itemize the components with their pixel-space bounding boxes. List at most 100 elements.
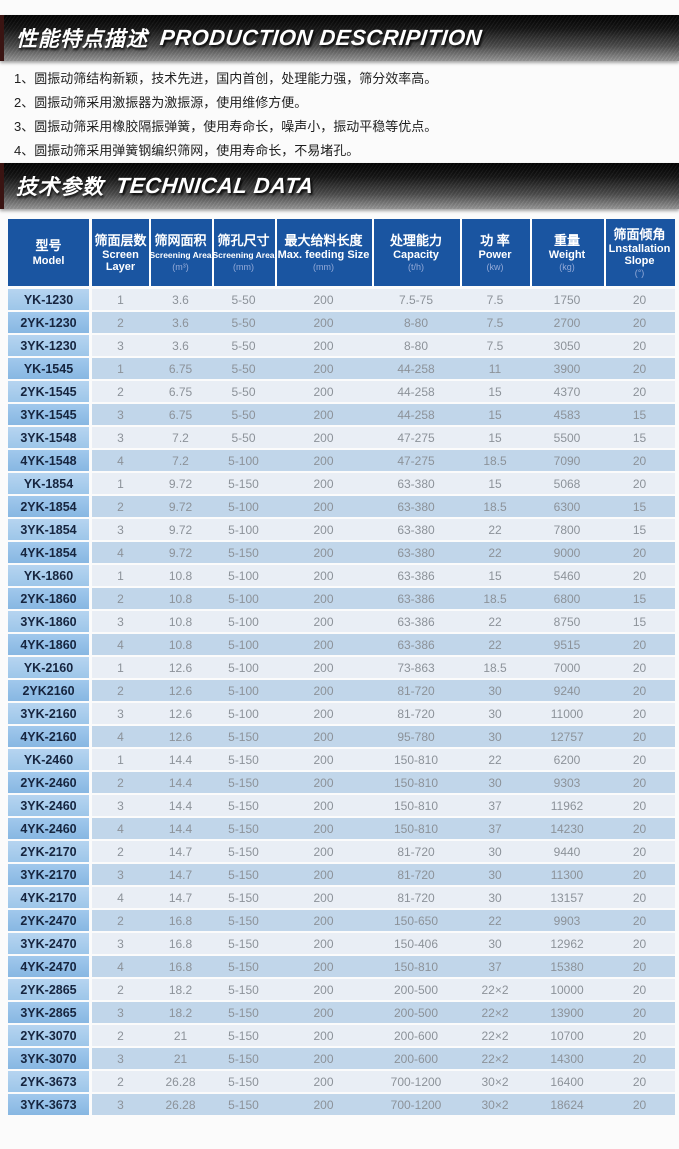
cell: 10.8 <box>168 637 193 652</box>
cell: 200 <box>313 936 334 951</box>
cell: 2 <box>117 1028 124 1043</box>
cell: 700-1200 <box>390 1097 442 1112</box>
table-row: YK-1860 1 10.8 5-100 200 63-386 15 5460 20 <box>8 565 675 586</box>
cell: 16.8 <box>168 959 193 974</box>
row-data: 2 14.4 5-150 200 150-810 30 9303 20 <box>92 772 675 793</box>
cell: 5-100 <box>228 522 259 537</box>
cell: 3 <box>117 614 124 629</box>
cell: 5-150 <box>228 982 259 997</box>
header-unit: (kw) <box>486 262 504 272</box>
cell: 5-100 <box>228 568 259 583</box>
cell: 9440 <box>553 844 581 859</box>
cell: 20 <box>632 568 647 583</box>
cell: 4 <box>117 890 124 905</box>
table-row: 3YK-1548 3 7.2 5-50 200 47-275 15 5500 15 <box>8 427 675 448</box>
cell: 5-150 <box>228 867 259 882</box>
cell: 5-100 <box>228 499 259 514</box>
cell: 5-100 <box>228 660 259 675</box>
cell: 20 <box>632 867 647 882</box>
cell: 200 <box>313 453 334 468</box>
cell: 200 <box>313 729 334 744</box>
table-row: 4YK-2160 4 12.6 5-150 200 95-780 30 12757 20 <box>8 726 675 747</box>
cell: 2 <box>117 913 124 928</box>
cell: 9303 <box>553 775 581 790</box>
cell: 200-600 <box>393 1028 439 1043</box>
cell: 63-386 <box>397 591 435 606</box>
model-cell: 4YK-2170 <box>8 887 89 908</box>
header-zh: 处理能力 <box>389 233 442 248</box>
cell: 150-650 <box>393 913 439 928</box>
cell: 3 <box>117 1051 124 1066</box>
header-unit: (kg) <box>559 262 575 272</box>
row-data: 2 18.2 5-150 200 200-500 22×2 10000 20 <box>92 979 675 1000</box>
cell: 16.8 <box>168 936 193 951</box>
cell: 15 <box>488 384 502 399</box>
cell: 3.6 <box>172 315 189 330</box>
column-header-installation-slope: 筛面倾角 Lnstallation Slope (°) <box>604 219 675 286</box>
cell: 63-380 <box>397 545 435 560</box>
table-row: 4YK-1854 4 9.72 5-150 200 63-380 22 9000 20 <box>8 542 675 563</box>
cell: 22×2 <box>481 1005 509 1020</box>
cell: 30 <box>488 936 502 951</box>
cell: 200 <box>313 637 334 652</box>
row-data: 1 6.75 5-50 200 44-258 11 3900 20 <box>92 358 675 379</box>
table-row: 2YK-2865 2 18.2 5-150 200 200-500 22×2 10000 20 <box>8 979 675 1000</box>
cell: 15 <box>488 476 502 491</box>
cell: 5-150 <box>228 798 259 813</box>
model-cell: 2YK-2865 <box>8 979 89 1000</box>
model-cell: 3YK-2160 <box>8 703 89 724</box>
cell: 20 <box>632 1028 647 1043</box>
cell: 30 <box>488 775 502 790</box>
cell: 15 <box>488 407 502 422</box>
column-header-screen-layer: 筛面层数 Screen Layer <box>92 219 149 286</box>
model-cell: YK-1860 <box>8 565 89 586</box>
row-data: 4 7.2 5-100 200 47-275 18.5 7090 20 <box>92 450 675 471</box>
cell: 14.7 <box>168 844 193 859</box>
table-row: 2YK-1545 2 6.75 5-50 200 44-258 15 4370 20 <box>8 381 675 402</box>
row-data: 2 21 5-150 200 200-600 22×2 10700 20 <box>92 1025 675 1046</box>
table-row: YK-1854 1 9.72 5-150 200 63-380 15 5068 20 <box>8 473 675 494</box>
cell: 11000 <box>550 706 584 721</box>
table-row: 3YK-2170 3 14.7 5-150 200 81-720 30 11300 20 <box>8 864 675 885</box>
cell: 63-380 <box>397 499 435 514</box>
cell: 81-720 <box>397 706 435 721</box>
model-cell: YK-2460 <box>8 749 89 770</box>
cell: 44-258 <box>397 407 435 422</box>
model-cell: 3YK-2470 <box>8 933 89 954</box>
table-row: 4YK-1548 4 7.2 5-100 200 47-275 18.5 7090 20 <box>8 450 675 471</box>
table-row: 3YK-2470 3 16.8 5-150 200 150-406 30 12962 20 <box>8 933 675 954</box>
cell: 7.5 <box>486 292 504 307</box>
header-zh: 筛面倾角 <box>613 227 666 242</box>
cell: 20 <box>632 315 647 330</box>
header-en: Power <box>478 249 512 261</box>
cell: 18.5 <box>483 453 507 468</box>
cell: 3900 <box>553 361 581 376</box>
cell: 200 <box>313 568 334 583</box>
cell: 4 <box>117 729 124 744</box>
cell: 200 <box>313 798 334 813</box>
cell: 20 <box>632 982 647 997</box>
model-cell: 2YK-1860 <box>8 588 89 609</box>
model-cell: 2YK-2460 <box>8 772 89 793</box>
model-cell: 4YK-2460 <box>8 818 89 839</box>
cell: 14.4 <box>168 798 193 813</box>
cell: 3.6 <box>172 292 189 307</box>
table-row: 3YK-3673 3 26.28 5-150 200 700-1200 30×2 18624 2… <box>8 1094 675 1115</box>
cell: 200 <box>313 614 334 629</box>
cell: 5-100 <box>228 683 259 698</box>
model-cell: 3YK-3673 <box>8 1094 89 1115</box>
row-data: 1 10.8 5-100 200 63-386 15 5460 20 <box>92 565 675 586</box>
model-cell: 4YK-2160 <box>8 726 89 747</box>
cell: 200 <box>313 292 334 307</box>
cell: 20 <box>632 729 647 744</box>
row-data: 4 16.8 5-150 200 150-810 37 15380 20 <box>92 956 675 977</box>
model-cell: 3YK-1230 <box>8 335 89 356</box>
header-en: Lnstallation Slope <box>608 243 671 267</box>
cell: 18.2 <box>168 982 193 997</box>
cell: 3050 <box>553 338 581 353</box>
cell: 20 <box>632 1097 647 1112</box>
cell: 14.4 <box>168 775 193 790</box>
cell: 5-150 <box>228 752 259 767</box>
cell: 150-810 <box>393 775 439 790</box>
header-zh: 型号 <box>35 238 62 253</box>
